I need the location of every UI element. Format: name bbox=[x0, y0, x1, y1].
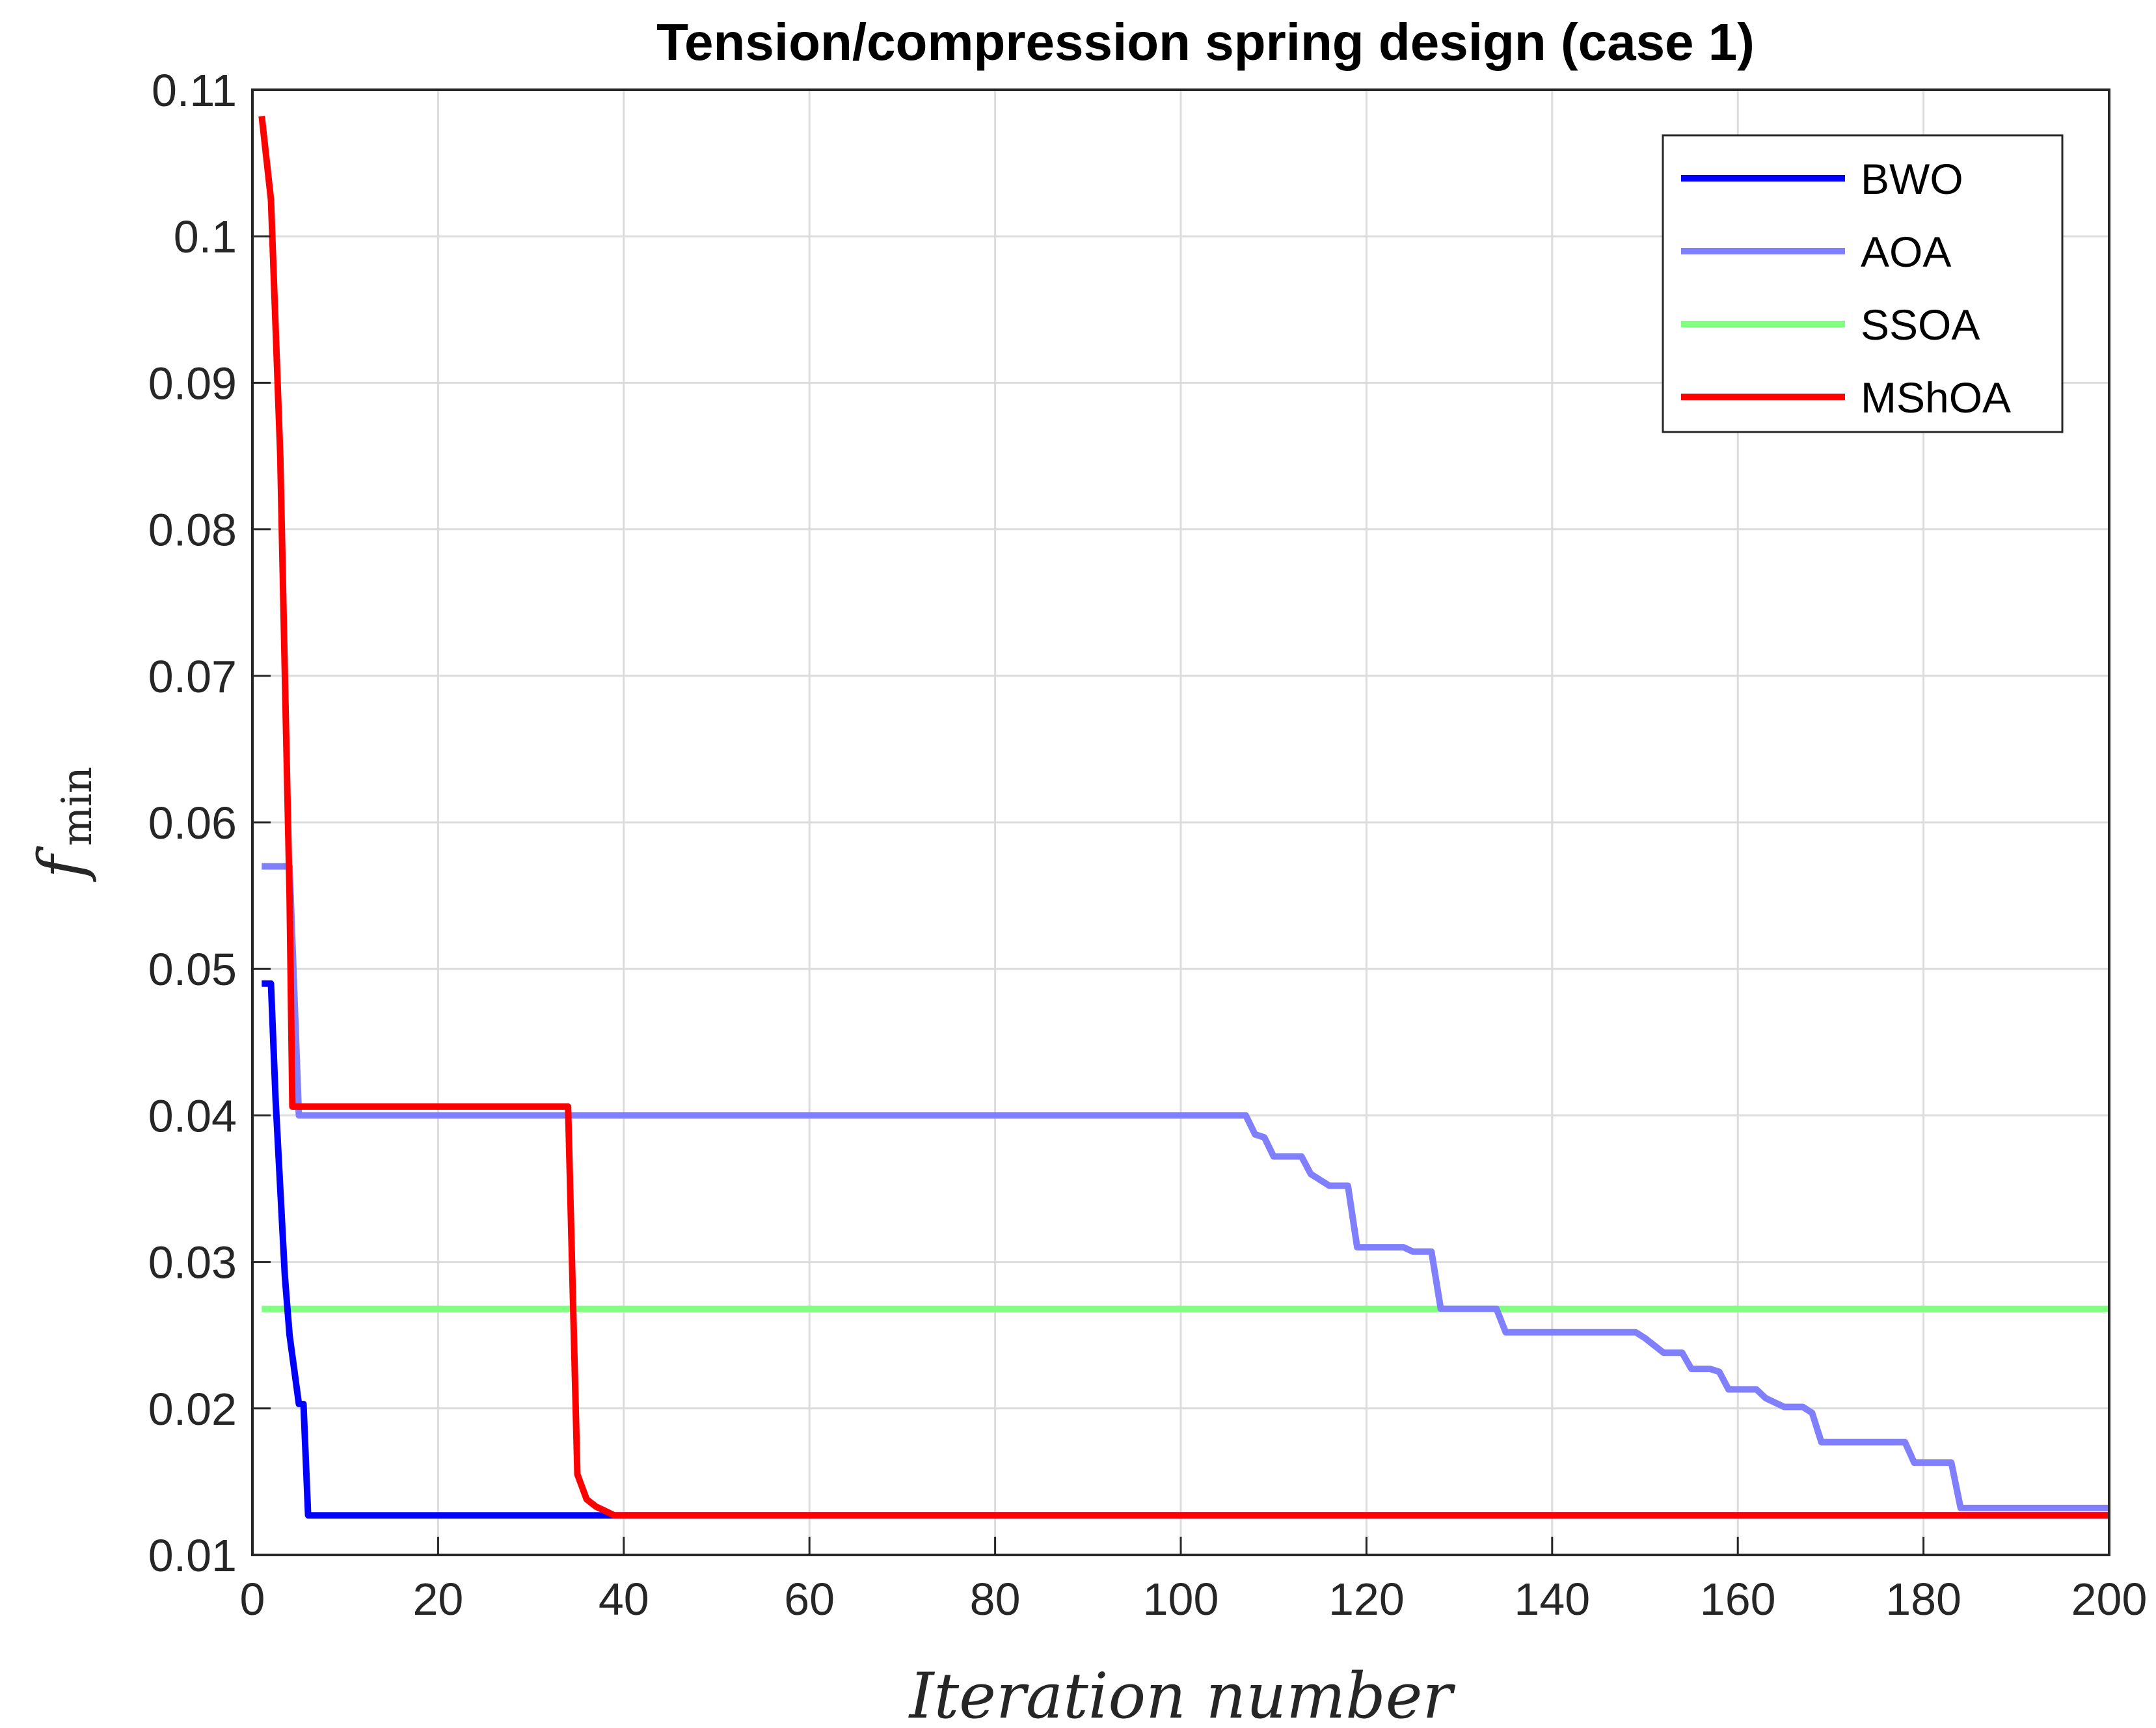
x-axis-label: Iteration number bbox=[908, 1660, 1456, 1728]
x-tick-label: 80 bbox=[970, 1574, 1021, 1625]
x-tick-label: 120 bbox=[1328, 1574, 1405, 1625]
y-tick-label: 0.01 bbox=[148, 1530, 237, 1581]
legend-label-bwo: BWO bbox=[1861, 155, 1963, 203]
x-tick-label: 200 bbox=[2071, 1574, 2148, 1625]
y-tick-label: 0.08 bbox=[148, 505, 237, 556]
x-tick-label: 40 bbox=[599, 1574, 649, 1625]
x-tick-label: 0 bbox=[240, 1574, 265, 1625]
legend-label-ssoa: SSOA bbox=[1861, 301, 1980, 349]
y-tick-label: 0.05 bbox=[148, 944, 237, 995]
series-line-aoa bbox=[262, 863, 2109, 1511]
legend-items: BWO AOA SSOA MShOA bbox=[1681, 155, 2011, 422]
x-tick-label: 160 bbox=[1700, 1574, 1776, 1625]
legend-label-mshoa: MShOA bbox=[1861, 373, 2011, 422]
y-tick-label: 0.04 bbox=[148, 1090, 237, 1141]
y-tick-label: 0.1 bbox=[174, 211, 237, 262]
series-line-mshoa bbox=[258, 115, 2109, 1519]
x-tick-label: 20 bbox=[412, 1574, 463, 1625]
y-axis-label-sub: min bbox=[53, 766, 101, 846]
axis-ticks: 0 20 40 60 80 100 120 140 160 180 200 0.01 0.02 0.03 0… bbox=[148, 65, 2148, 1625]
legend-box bbox=[1662, 134, 2064, 433]
legend: BWO AOA SSOA MShOA bbox=[1662, 134, 2064, 433]
series-lines bbox=[258, 115, 2109, 1519]
y-tick-label: 0.06 bbox=[148, 798, 237, 848]
chart-title: Tension/compression spring design (case … bbox=[656, 13, 1755, 71]
x-tick-label: 140 bbox=[1514, 1574, 1590, 1625]
y-tick-label: 0.09 bbox=[148, 358, 237, 409]
y-tick-label: 0.02 bbox=[148, 1384, 237, 1435]
x-tick-label: 180 bbox=[1885, 1574, 1961, 1625]
y-tick-label: 0.03 bbox=[148, 1237, 237, 1288]
y-tick-label: 0.11 bbox=[152, 65, 237, 116]
y-tick-label: 0.07 bbox=[148, 651, 237, 702]
x-tick-label: 60 bbox=[784, 1574, 835, 1625]
legend-label-aoa: AOA bbox=[1861, 228, 1951, 276]
x-tick-label: 100 bbox=[1143, 1574, 1219, 1625]
series-line-bwo bbox=[262, 980, 2109, 1519]
